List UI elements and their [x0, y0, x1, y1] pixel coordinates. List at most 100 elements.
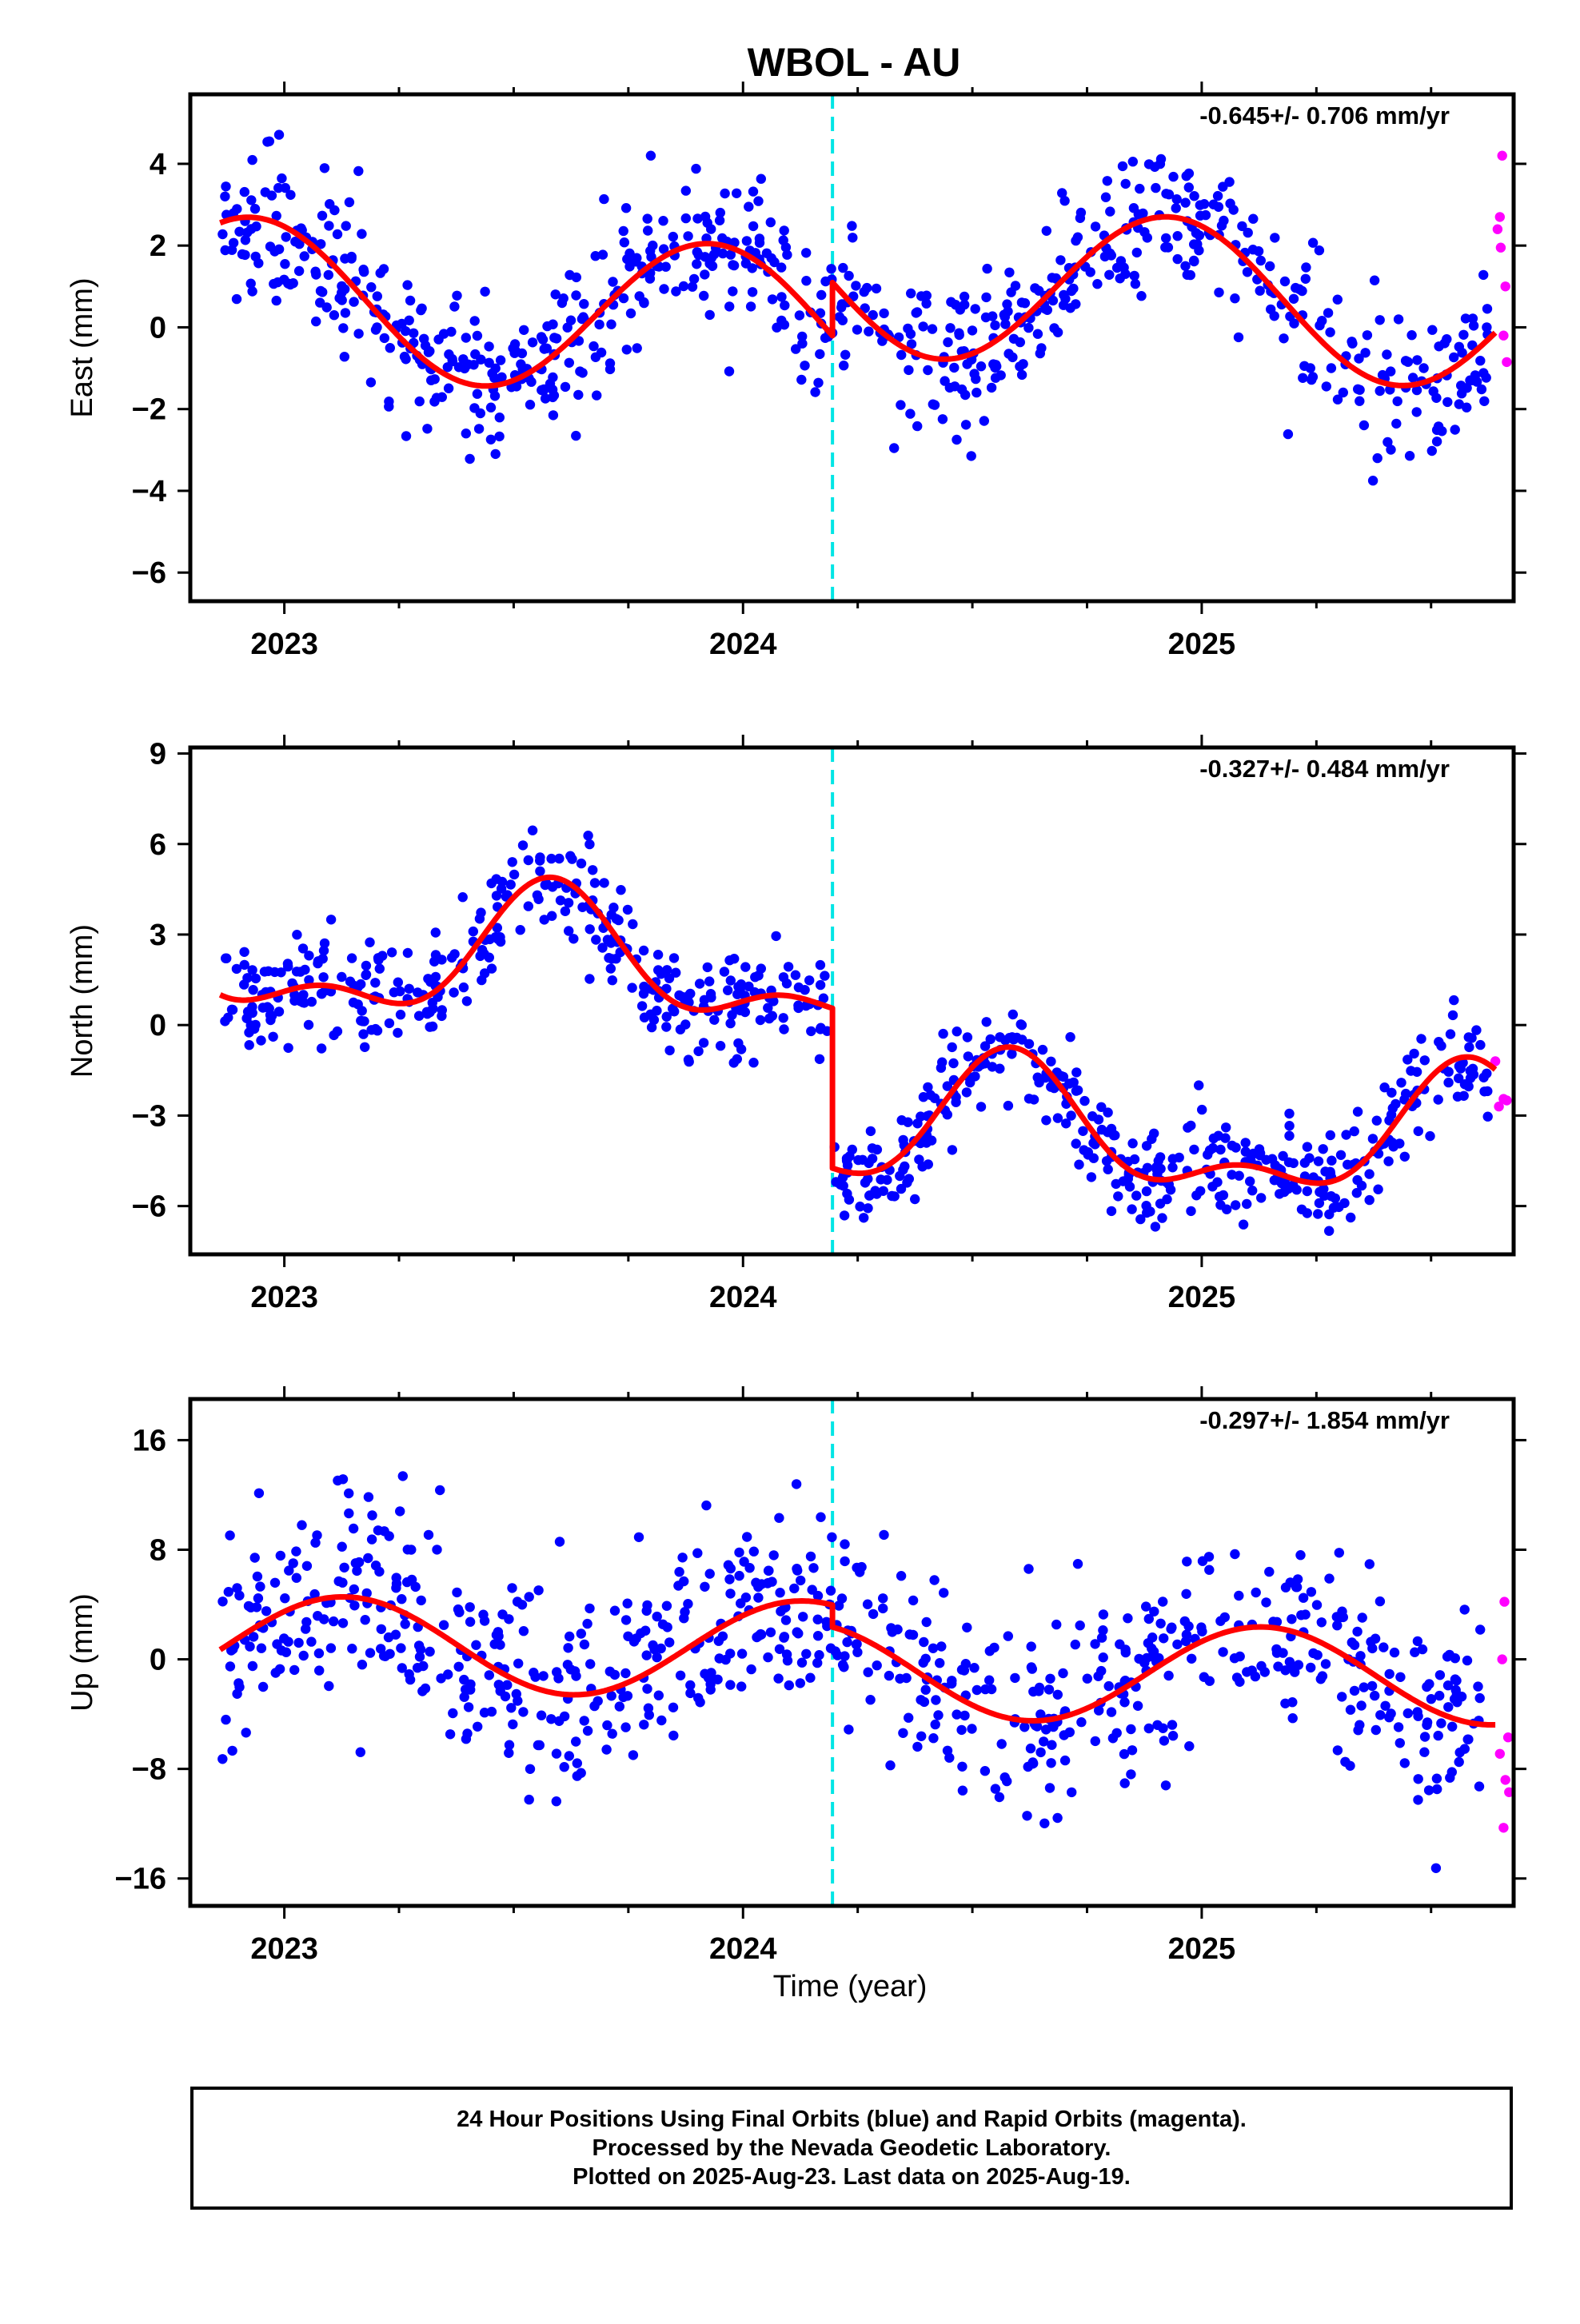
up-point: [668, 1730, 679, 1741]
east-point: [1386, 366, 1396, 377]
east-point: [1255, 255, 1267, 266]
east-point: [564, 357, 574, 368]
east-point: [526, 377, 537, 387]
north-point: [1399, 1151, 1410, 1162]
east-point: [317, 210, 328, 221]
up-point: [1204, 1565, 1215, 1575]
east-point: [896, 349, 907, 361]
east-point: [1270, 233, 1280, 243]
up-point: [636, 1628, 646, 1639]
east-rate-label: -0.645+/- 0.706 mm/yr: [1199, 102, 1450, 130]
up-point: [1364, 1559, 1375, 1569]
up-point: [459, 1692, 469, 1702]
north-point: [1240, 1138, 1251, 1148]
east-point: [234, 226, 245, 237]
north-point: [1352, 1174, 1363, 1186]
east-point: [969, 369, 980, 379]
east-point: [1228, 205, 1239, 215]
north-point: [1256, 1193, 1267, 1203]
north-point: [636, 1001, 648, 1011]
north-point: [1124, 1182, 1135, 1192]
east-point: [801, 248, 812, 258]
north-point: [1135, 1214, 1146, 1225]
up-point: [675, 1670, 686, 1680]
north-point: [1003, 1100, 1014, 1111]
east-point: [1105, 206, 1115, 217]
east-point: [537, 334, 549, 345]
east-point: [540, 393, 551, 404]
up-point: [1349, 1685, 1360, 1696]
north-point: [257, 1003, 268, 1013]
up-point: [1058, 1668, 1068, 1679]
north-point: [661, 1011, 672, 1022]
north-point: [316, 1043, 327, 1054]
east-point: [1372, 452, 1382, 464]
east-point: [1036, 343, 1047, 353]
up-point: [933, 1710, 944, 1720]
up-point: [1039, 1818, 1050, 1828]
east-point: [632, 253, 642, 263]
north-point: [492, 923, 502, 933]
east-point: [729, 237, 740, 248]
up-point: [452, 1587, 462, 1598]
up-point: [739, 1557, 749, 1567]
east-point: [1426, 445, 1438, 456]
up-point: [217, 1597, 228, 1607]
east-point: [692, 213, 703, 224]
east-point: [247, 286, 257, 297]
north-point: [1071, 1067, 1082, 1078]
up-point: [1064, 1727, 1075, 1737]
up-point: [1235, 1676, 1245, 1687]
north-point: [1458, 1090, 1469, 1102]
north-point: [1186, 1120, 1196, 1131]
east-point: [1057, 188, 1067, 198]
up-point: [1379, 1642, 1389, 1652]
up-point: [513, 1658, 524, 1668]
up-point: [1028, 1758, 1039, 1769]
east-point: [1007, 352, 1018, 363]
up-point: [1090, 1639, 1100, 1649]
east-point: [249, 204, 261, 214]
north-point: [1150, 1222, 1161, 1232]
east-point: [247, 154, 257, 165]
up-point: [536, 1710, 547, 1720]
up-point: [1148, 1652, 1159, 1663]
north-point: [1454, 1061, 1465, 1071]
north-point: [486, 963, 497, 974]
north-point: [1111, 1178, 1121, 1190]
north-y-axis: [178, 752, 1526, 1208]
east-point: [475, 408, 485, 419]
east-point: [579, 299, 589, 309]
up-point: [414, 1652, 425, 1662]
up-point: [524, 1794, 534, 1805]
north-point: [607, 954, 617, 964]
east-point: [1375, 315, 1385, 325]
up-point: [668, 1702, 679, 1712]
north-point: [1387, 1103, 1398, 1114]
north-rapid-points: [1490, 1056, 1512, 1112]
north-point: [704, 976, 715, 987]
north-point: [1270, 1160, 1281, 1170]
up-point: [1295, 1550, 1306, 1561]
up-point: [1287, 1614, 1297, 1624]
east-point: [1092, 279, 1103, 289]
north-point: [304, 975, 314, 986]
up-point: [223, 1587, 233, 1597]
east-point: [277, 173, 287, 184]
up-point: [1039, 1736, 1049, 1747]
up-point: [885, 1760, 896, 1771]
up-point: [664, 1637, 675, 1648]
up-point: [298, 1650, 309, 1661]
north-point: [606, 910, 616, 920]
up-point: [1163, 1670, 1174, 1681]
north-point: [356, 1015, 366, 1026]
east-point: [1130, 278, 1141, 289]
up-point: [852, 1562, 862, 1573]
east-point: [877, 336, 888, 346]
up-point: [1345, 1704, 1356, 1715]
north-point: [1275, 1189, 1285, 1199]
up-point: [1422, 1717, 1433, 1728]
up-point: [579, 1639, 590, 1650]
east-point: [311, 316, 321, 327]
north-point: [1231, 1142, 1241, 1153]
